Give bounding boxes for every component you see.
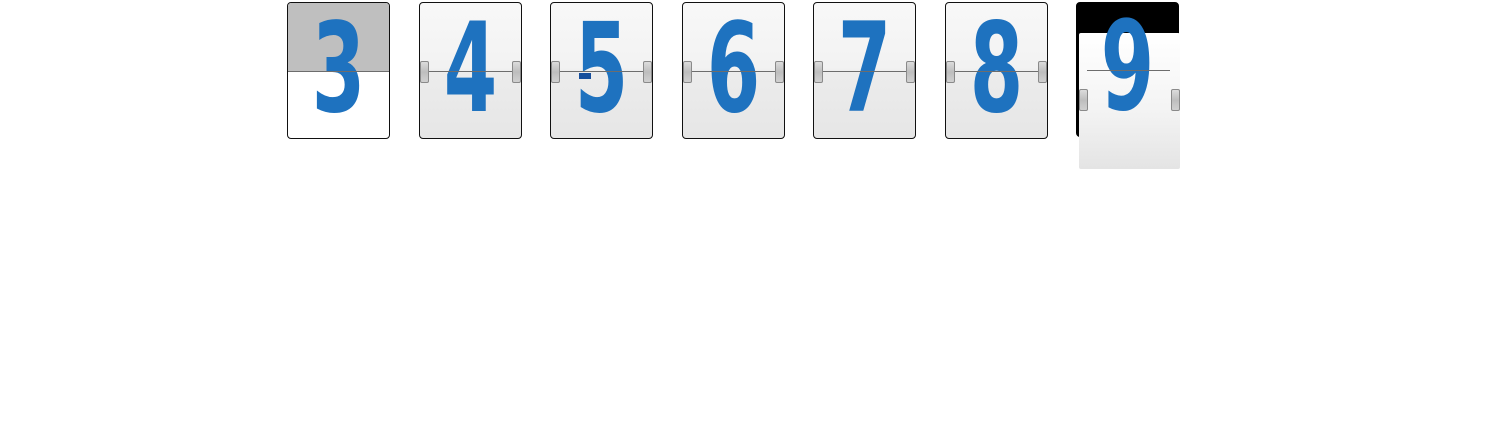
hinge-tab-right <box>1038 61 1047 83</box>
flip-card-7: 9 <box>1076 0 1180 169</box>
card-digit: 3 <box>311 2 366 139</box>
hinge-tab-left <box>683 61 692 83</box>
flip-card-3: 5 <box>550 2 653 139</box>
card-top-flap <box>288 3 389 71</box>
card-digit: 5 <box>574 2 629 139</box>
card-hinge <box>288 71 389 72</box>
flip-card-5: 7 <box>813 2 916 139</box>
card-hinge <box>1087 70 1170 71</box>
hinge-tab-right <box>512 61 521 83</box>
card-hinge <box>551 71 652 72</box>
flip-card-6: 8 <box>945 2 1048 139</box>
hinge-tab-left <box>1079 89 1088 111</box>
hinge-tab-right <box>643 61 652 83</box>
hinge-tab-left <box>551 61 560 83</box>
card-hinge <box>814 71 915 72</box>
digit-shadow-mark <box>579 73 591 79</box>
hinge-tab-left <box>420 61 429 83</box>
card-digit: 7 <box>837 2 892 139</box>
hinge-tab-right <box>906 61 915 83</box>
card-hinge <box>946 71 1047 72</box>
hinge-tab-right <box>1171 89 1180 111</box>
hinge-tab-left <box>946 61 955 83</box>
card-digit: 6 <box>706 2 761 139</box>
flip-card-2: 4 <box>419 2 522 139</box>
card-hinge <box>683 71 784 72</box>
flip-card-4: 6 <box>682 2 785 139</box>
falling-flap <box>1079 33 1180 169</box>
card-digit: 9 <box>1100 0 1155 139</box>
flip-card-1: 3 <box>287 2 390 139</box>
hinge-tab-left <box>814 61 823 83</box>
card-hinge <box>420 71 521 72</box>
hinge-tab-right <box>775 61 784 83</box>
card-digit: 4 <box>443 2 498 139</box>
card-digit: 8 <box>969 2 1024 139</box>
